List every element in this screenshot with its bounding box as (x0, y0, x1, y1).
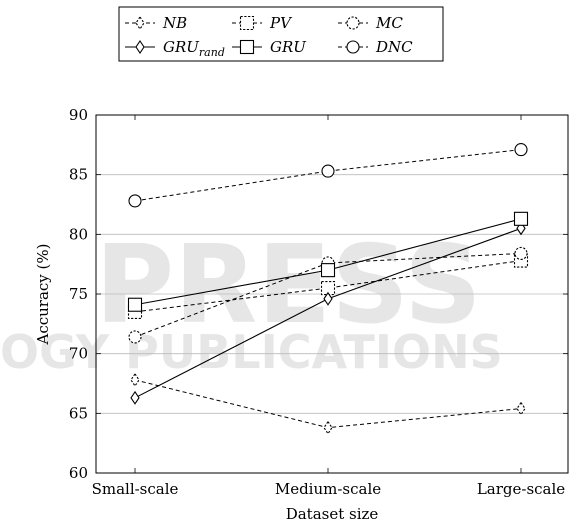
data-point (323, 291, 333, 306)
watermark-small-text: OGY PUBLICATIONS (0, 325, 503, 379)
legend: NB PV MC GRUrand GRU DNC (118, 6, 444, 62)
series-gru (127, 211, 529, 312)
legend-entry: MC (338, 14, 403, 32)
legend-box (118, 6, 444, 62)
data-point (514, 143, 528, 157)
x-axis-label: Dataset size (286, 505, 379, 523)
data-point (127, 297, 143, 312)
y-axis-label: Accuracy (%) (34, 243, 52, 345)
legend-marker (346, 16, 360, 30)
series-gru-rand (130, 221, 526, 405)
series-line (134, 379, 522, 429)
legend-marker (346, 40, 360, 54)
legend-marker (239, 39, 255, 55)
data-point (516, 401, 526, 416)
y-tick-label: 65 (69, 404, 88, 422)
y-tick-label: 60 (69, 464, 88, 482)
legend-label: PV (269, 14, 293, 32)
watermark: PRESS OGY PUBLICATIONS (0, 223, 503, 379)
x-tick-label: Medium-scale (275, 480, 381, 498)
legend-entry: PV (232, 14, 293, 32)
axes: 60 65 70 75 80 85 90 Small-scale Medium-scale Lar… (69, 106, 569, 498)
data-point (130, 390, 140, 405)
data-point (513, 211, 529, 226)
y-tick-label: 75 (69, 285, 88, 303)
data-point (514, 246, 528, 260)
y-tick-label: 90 (69, 106, 88, 124)
series-line (134, 149, 522, 202)
data-point (128, 194, 142, 208)
data-point (128, 330, 142, 344)
legend-label: GRUrand (163, 38, 225, 59)
data-point (323, 420, 333, 435)
legend-marker (239, 15, 255, 31)
legend-entry: DNC (338, 38, 413, 56)
data-point (320, 263, 336, 278)
legend-label: NB (162, 14, 187, 32)
y-tick-label: 80 (69, 225, 88, 243)
legend-label: MC (375, 14, 403, 32)
series-layer (127, 143, 529, 435)
plot-frame (95, 114, 569, 474)
data-point (321, 164, 335, 178)
legend-entry: GRUrand (125, 38, 225, 59)
y-tick-label: 70 (69, 345, 88, 363)
legend-entry: NB (125, 14, 187, 32)
watermark-large-text: PRESS (95, 223, 482, 348)
legend-marker (135, 40, 145, 54)
legend-marker (135, 16, 145, 30)
legend-entry: GRU (232, 38, 307, 56)
series-dnc (128, 143, 528, 208)
x-tick-label: Small-scale (92, 480, 179, 498)
legend-label: GRU (270, 38, 307, 56)
data-point (130, 372, 140, 387)
x-tick-label: Large-scale (477, 480, 565, 498)
series-nb (130, 372, 526, 435)
series-line (134, 260, 522, 313)
legend-label: DNC (375, 38, 413, 56)
y-tick-label: 85 (69, 166, 88, 184)
